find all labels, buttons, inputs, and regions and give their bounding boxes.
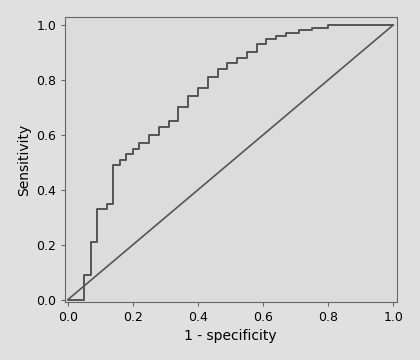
X-axis label: 1 - specificity: 1 - specificity — [184, 329, 277, 343]
Y-axis label: Sensitivity: Sensitivity — [17, 123, 31, 196]
